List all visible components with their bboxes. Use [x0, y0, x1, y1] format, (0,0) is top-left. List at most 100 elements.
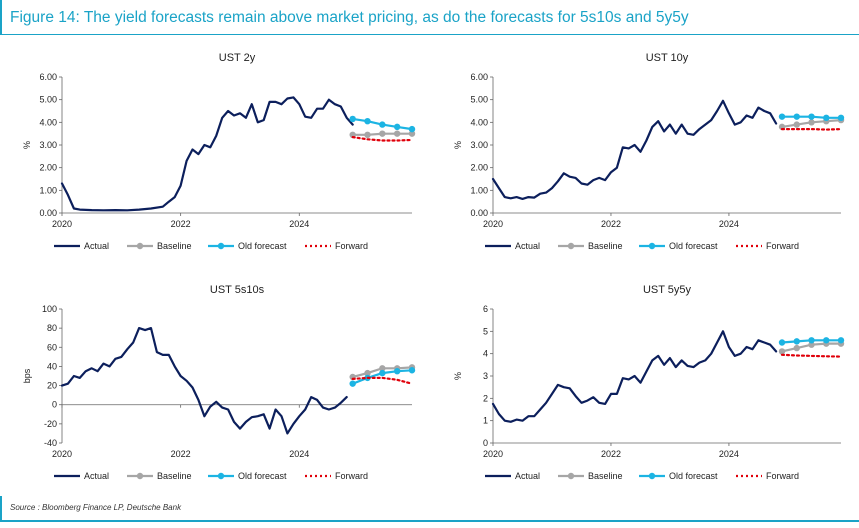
- series-point-old-forecast: [808, 337, 815, 344]
- y-tick-label: 4.00: [39, 117, 57, 127]
- series-line-forward: [780, 353, 843, 358]
- series-point-baseline: [379, 365, 386, 372]
- chart-area: UST 2y0.001.002.003.004.005.006.00%2020 2…: [22, 52, 845, 481]
- series-line-actual: [60, 327, 348, 435]
- y-tick-label: 5.00: [470, 95, 488, 105]
- x-tick-label: 2022: [601, 449, 621, 459]
- series-point-baseline: [808, 119, 815, 126]
- legend-label-baseline: Baseline: [157, 241, 192, 251]
- series-point-baseline: [364, 131, 371, 138]
- legend-marker-old-forecast: [217, 472, 225, 480]
- series-point-old-forecast: [379, 369, 386, 377]
- y-tick-label: 6.00: [470, 72, 488, 82]
- y-tick-label: 0.00: [39, 208, 57, 218]
- legend-label-forward: Forward: [335, 241, 368, 251]
- legend-label-forward: Forward: [335, 471, 368, 481]
- series-point-baseline: [408, 130, 416, 137]
- y-axis-label: %: [22, 141, 32, 149]
- series-point-old-forecast: [349, 380, 356, 387]
- legend-marker-old-forecast: [648, 472, 656, 480]
- legend-label-baseline: Baseline: [588, 471, 623, 481]
- y-axis-label: %: [453, 372, 463, 380]
- chart-title: UST 2y: [219, 52, 256, 64]
- chart-panel-ust-2y: UST 2y 0.00 1.00 2.00 3.00 4.00 5.00 6.00% 2020 2…: [22, 52, 416, 251]
- y-tick-label: 60: [47, 342, 57, 352]
- chart-panel-ust-10y: UST 10y 0.00 1.00 2.00 3.00 4.00 5.00 6.00% 2020…: [453, 52, 845, 251]
- y-tick-label: 3: [483, 371, 488, 381]
- legend-label-old-forecast: Old forecast: [669, 471, 718, 481]
- legend-label-old-forecast: Old forecast: [238, 471, 287, 481]
- y-tick-label: 20: [47, 381, 57, 391]
- y-axis-label: %: [453, 141, 463, 149]
- series-point-old-forecast: [823, 337, 830, 344]
- series-point-old-forecast: [393, 123, 401, 131]
- chart-panel-ust-5s10s: UST 5s10s -40 -20 0 20 40 60 80 100 bps 2020 2022 20…: [22, 284, 416, 481]
- chart-panel-ust-5y5y: UST 5y5y 0 1 2 3 4 5 6% 2020 2022 2024 Actual Baseli…: [453, 284, 845, 481]
- y-tick-label: 6: [483, 304, 488, 314]
- x-tick-label: 2020: [483, 219, 503, 229]
- figure-title: Figure 14: The yield forecasts remain ab…: [10, 9, 689, 26]
- legend-label-baseline: Baseline: [157, 471, 192, 481]
- y-tick-label: 3.00: [39, 140, 57, 150]
- y-tick-label: 5: [483, 326, 488, 336]
- y-tick-label: 5.00: [39, 95, 57, 105]
- x-tick-label: 2024: [289, 449, 309, 459]
- y-tick-label: 2: [483, 393, 488, 403]
- y-tick-label: 2.00: [470, 163, 488, 173]
- y-tick-label: 1.00: [39, 185, 57, 195]
- y-tick-label: 6.00: [39, 72, 57, 82]
- legend-label-forward: Forward: [766, 241, 799, 251]
- y-tick-label: 40: [47, 361, 57, 371]
- y-tick-label: 1: [483, 416, 488, 426]
- series-point-old-forecast: [808, 113, 815, 120]
- series-point-old-forecast: [393, 368, 401, 375]
- series-point-baseline: [793, 344, 800, 352]
- x-tick-label: 2022: [601, 219, 621, 229]
- legend-label-actual: Actual: [84, 241, 109, 251]
- x-tick-label: 2022: [171, 449, 191, 459]
- legend-marker-baseline: [136, 242, 144, 250]
- series-point-baseline: [778, 348, 786, 355]
- legend-marker-baseline: [567, 242, 575, 250]
- series-point-baseline: [793, 121, 800, 128]
- series-line-forward: [780, 127, 843, 131]
- series-line-actual: [60, 96, 354, 212]
- series-point-old-forecast: [349, 115, 356, 123]
- series-point-baseline: [364, 369, 371, 377]
- series-point-old-forecast: [408, 125, 416, 133]
- series-point-old-forecast: [364, 118, 371, 125]
- series-point-old-forecast: [793, 113, 800, 120]
- series-point-old-forecast: [379, 121, 386, 128]
- legend-label-actual: Actual: [84, 471, 109, 481]
- y-tick-label: 1.00: [470, 185, 488, 195]
- x-tick-label: 2024: [719, 449, 739, 459]
- y-tick-label: 2.00: [39, 163, 57, 173]
- series-point-old-forecast: [823, 114, 830, 122]
- x-tick-label: 2020: [483, 449, 503, 459]
- figure-header: Figure 14: The yield forecasts remain ab…: [0, 0, 859, 35]
- series-point-baseline: [393, 130, 401, 137]
- legend-label-actual: Actual: [515, 241, 540, 251]
- y-tick-label: 3.00: [470, 140, 488, 150]
- series-line-forward: [351, 135, 414, 142]
- x-tick-label: 2022: [171, 219, 191, 229]
- x-tick-label: 2020: [52, 219, 72, 229]
- chart-title: UST 10y: [646, 52, 689, 64]
- x-tick-label: 2024: [719, 219, 739, 229]
- x-tick-label: 2024: [289, 219, 309, 229]
- y-tick-label: 80: [47, 323, 57, 333]
- series-point-baseline: [379, 130, 386, 137]
- x-tick-label: 2020: [52, 449, 72, 459]
- y-tick-label: -20: [44, 419, 57, 429]
- legend-marker-old-forecast: [648, 242, 656, 250]
- y-tick-label: 0: [483, 438, 488, 448]
- series-point-old-forecast: [778, 339, 786, 346]
- series-point-old-forecast: [837, 337, 845, 344]
- y-tick-label: 100: [42, 304, 57, 314]
- chart-title: UST 5s10s: [210, 284, 265, 296]
- legend-label-old-forecast: Old forecast: [669, 241, 718, 251]
- y-tick-label: 4: [483, 349, 488, 359]
- series-point-baseline: [808, 341, 815, 348]
- figure-footer: Source : Bloomberg Finance LP, Deutsche …: [0, 496, 859, 522]
- legend-marker-baseline: [136, 472, 144, 480]
